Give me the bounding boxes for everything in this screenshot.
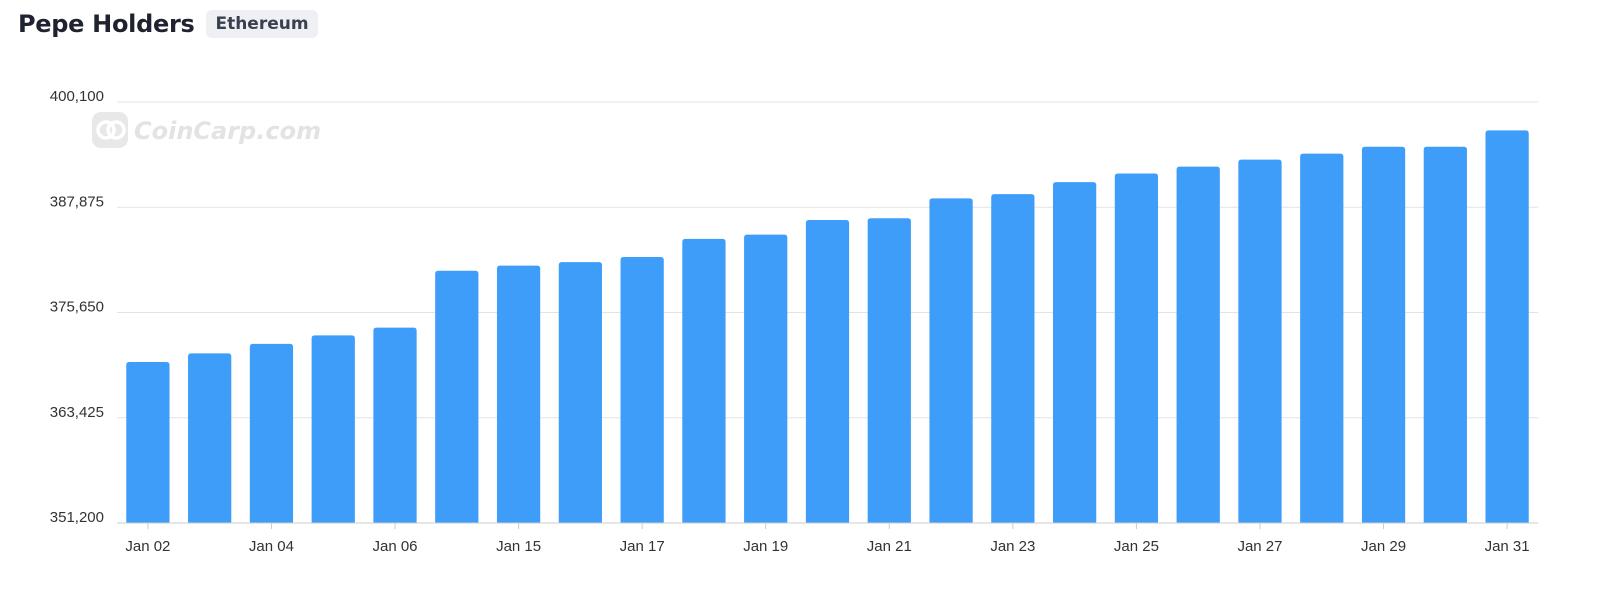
bar[interactable]: [1423, 146, 1467, 523]
x-tick-label: Jan 06: [372, 538, 417, 555]
coincarp-logo-icon: [92, 112, 128, 148]
bar[interactable]: [805, 219, 850, 524]
y-tick-label: 387,875: [50, 193, 104, 210]
bar[interactable]: [558, 262, 602, 523]
x-tick-label: Jan 31: [1485, 538, 1530, 555]
bar[interactable]: [1114, 173, 1159, 524]
x-tick-label: Jan 27: [1237, 538, 1282, 555]
bar[interactable]: [620, 256, 664, 523]
x-tick-label: Jan 25: [1114, 538, 1159, 555]
y-tick-label: 375,650: [50, 299, 104, 316]
y-tick-label: 351,200: [50, 509, 104, 526]
bar[interactable]: [1238, 159, 1282, 523]
bars-group: [126, 130, 1529, 524]
x-tick-label: Jan 17: [620, 538, 665, 555]
bar[interactable]: [373, 327, 417, 523]
bar[interactable]: [1300, 153, 1344, 524]
x-tick-label: Jan 19: [743, 538, 788, 555]
bar[interactable]: [1485, 130, 1529, 523]
network-badge: Ethereum: [206, 10, 318, 38]
x-tick-label: Jan 04: [249, 538, 294, 555]
y-tick-label: 363,425: [50, 404, 104, 421]
x-tick-label: Jan 29: [1361, 538, 1406, 555]
bar[interactable]: [682, 238, 726, 523]
bar[interactable]: [496, 265, 541, 523]
chart-header: Pepe Holders Ethereum: [18, 10, 318, 38]
bar[interactable]: [867, 218, 911, 523]
bar[interactable]: [435, 270, 479, 523]
bar[interactable]: [1361, 146, 1406, 523]
watermark-text: CoinCarp.com: [134, 117, 321, 145]
bar[interactable]: [249, 343, 294, 523]
bar[interactable]: [188, 353, 232, 523]
x-tick-label: Jan 23: [990, 538, 1035, 555]
chart-title: Pepe Holders: [18, 10, 195, 38]
bar[interactable]: [744, 234, 788, 523]
bar[interactable]: [1176, 166, 1220, 523]
bar[interactable]: [311, 335, 355, 523]
coincarp-watermark: CoinCarp.com: [92, 112, 321, 148]
x-tick-label: Jan 02: [125, 538, 170, 555]
bar[interactable]: [1053, 182, 1097, 523]
bar[interactable]: [991, 194, 1035, 523]
y-tick-label: 400,100: [50, 88, 104, 105]
x-tick-label: Jan 15: [496, 538, 541, 555]
x-axis: Jan 02 Jan 04 Jan 06 Jan 15 Jan 17 Jan 19 Jan …: [117, 522, 1538, 555]
y-axis: 351,200 363,425 375,650 387,875 400,100: [50, 88, 104, 526]
bar[interactable]: [126, 362, 170, 523]
bar[interactable]: [929, 198, 973, 523]
x-tick-label: Jan 21: [867, 538, 912, 555]
